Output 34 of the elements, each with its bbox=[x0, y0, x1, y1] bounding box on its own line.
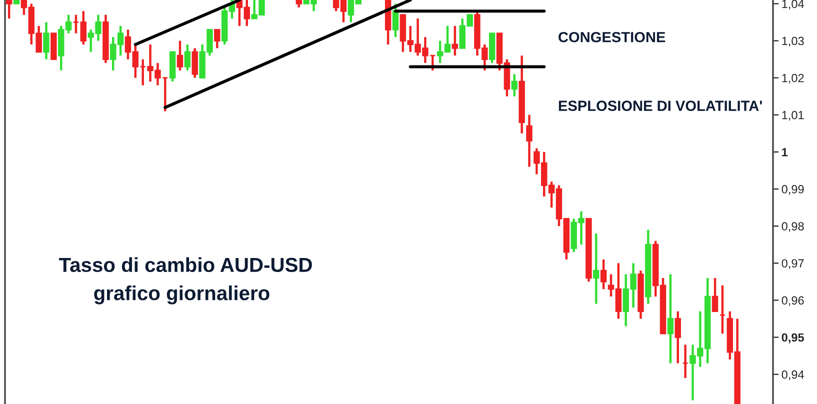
candlestick bbox=[184, 43, 191, 72]
candlestick bbox=[43, 21, 50, 60]
candlestick bbox=[712, 276, 718, 312]
candlestick bbox=[452, 24, 458, 57]
candlestick bbox=[526, 114, 532, 168]
annotation: CONGESTIONE bbox=[558, 32, 666, 42]
candlestick bbox=[80, 10, 87, 46]
candlestick bbox=[593, 232, 600, 306]
annotation: Tasso di cambio AUD-USD bbox=[58, 257, 312, 272]
annotation: grafico giornaliero bbox=[94, 285, 270, 304]
candlestick bbox=[667, 273, 674, 364]
candlestick bbox=[600, 258, 607, 290]
candlestick bbox=[682, 344, 688, 380]
candlestick bbox=[511, 73, 518, 98]
y-tick-label: 0,95 bbox=[782, 333, 804, 344]
candlestick bbox=[674, 310, 681, 364]
candlestick bbox=[176, 40, 184, 72]
y-tick-label: 0,98 bbox=[782, 222, 804, 232]
candlestick bbox=[392, 2, 399, 38]
y-tick-label: 1 bbox=[782, 148, 788, 156]
y-tick-label: 0,94 bbox=[782, 370, 804, 380]
y-tick-label: 1,02 bbox=[782, 74, 804, 84]
y-tick-label: 0,97 bbox=[782, 259, 804, 269]
candlestick bbox=[214, 28, 220, 50]
y-tick-label: 1,03 bbox=[782, 36, 804, 47]
candlestick bbox=[192, 47, 198, 79]
y-tick-label: 1,04 bbox=[782, 0, 804, 10]
candlestick bbox=[72, 14, 80, 34]
candlestick bbox=[719, 284, 726, 335]
y-tick-label: 1,01 bbox=[782, 110, 804, 121]
y-tick-label: 0,99 bbox=[782, 185, 804, 195]
y-tick-label: 0,96 bbox=[782, 296, 804, 306]
annotation: ESPLOSIONE DI VOLATILITA' bbox=[558, 100, 762, 111]
candlestick bbox=[6, 0, 12, 20]
